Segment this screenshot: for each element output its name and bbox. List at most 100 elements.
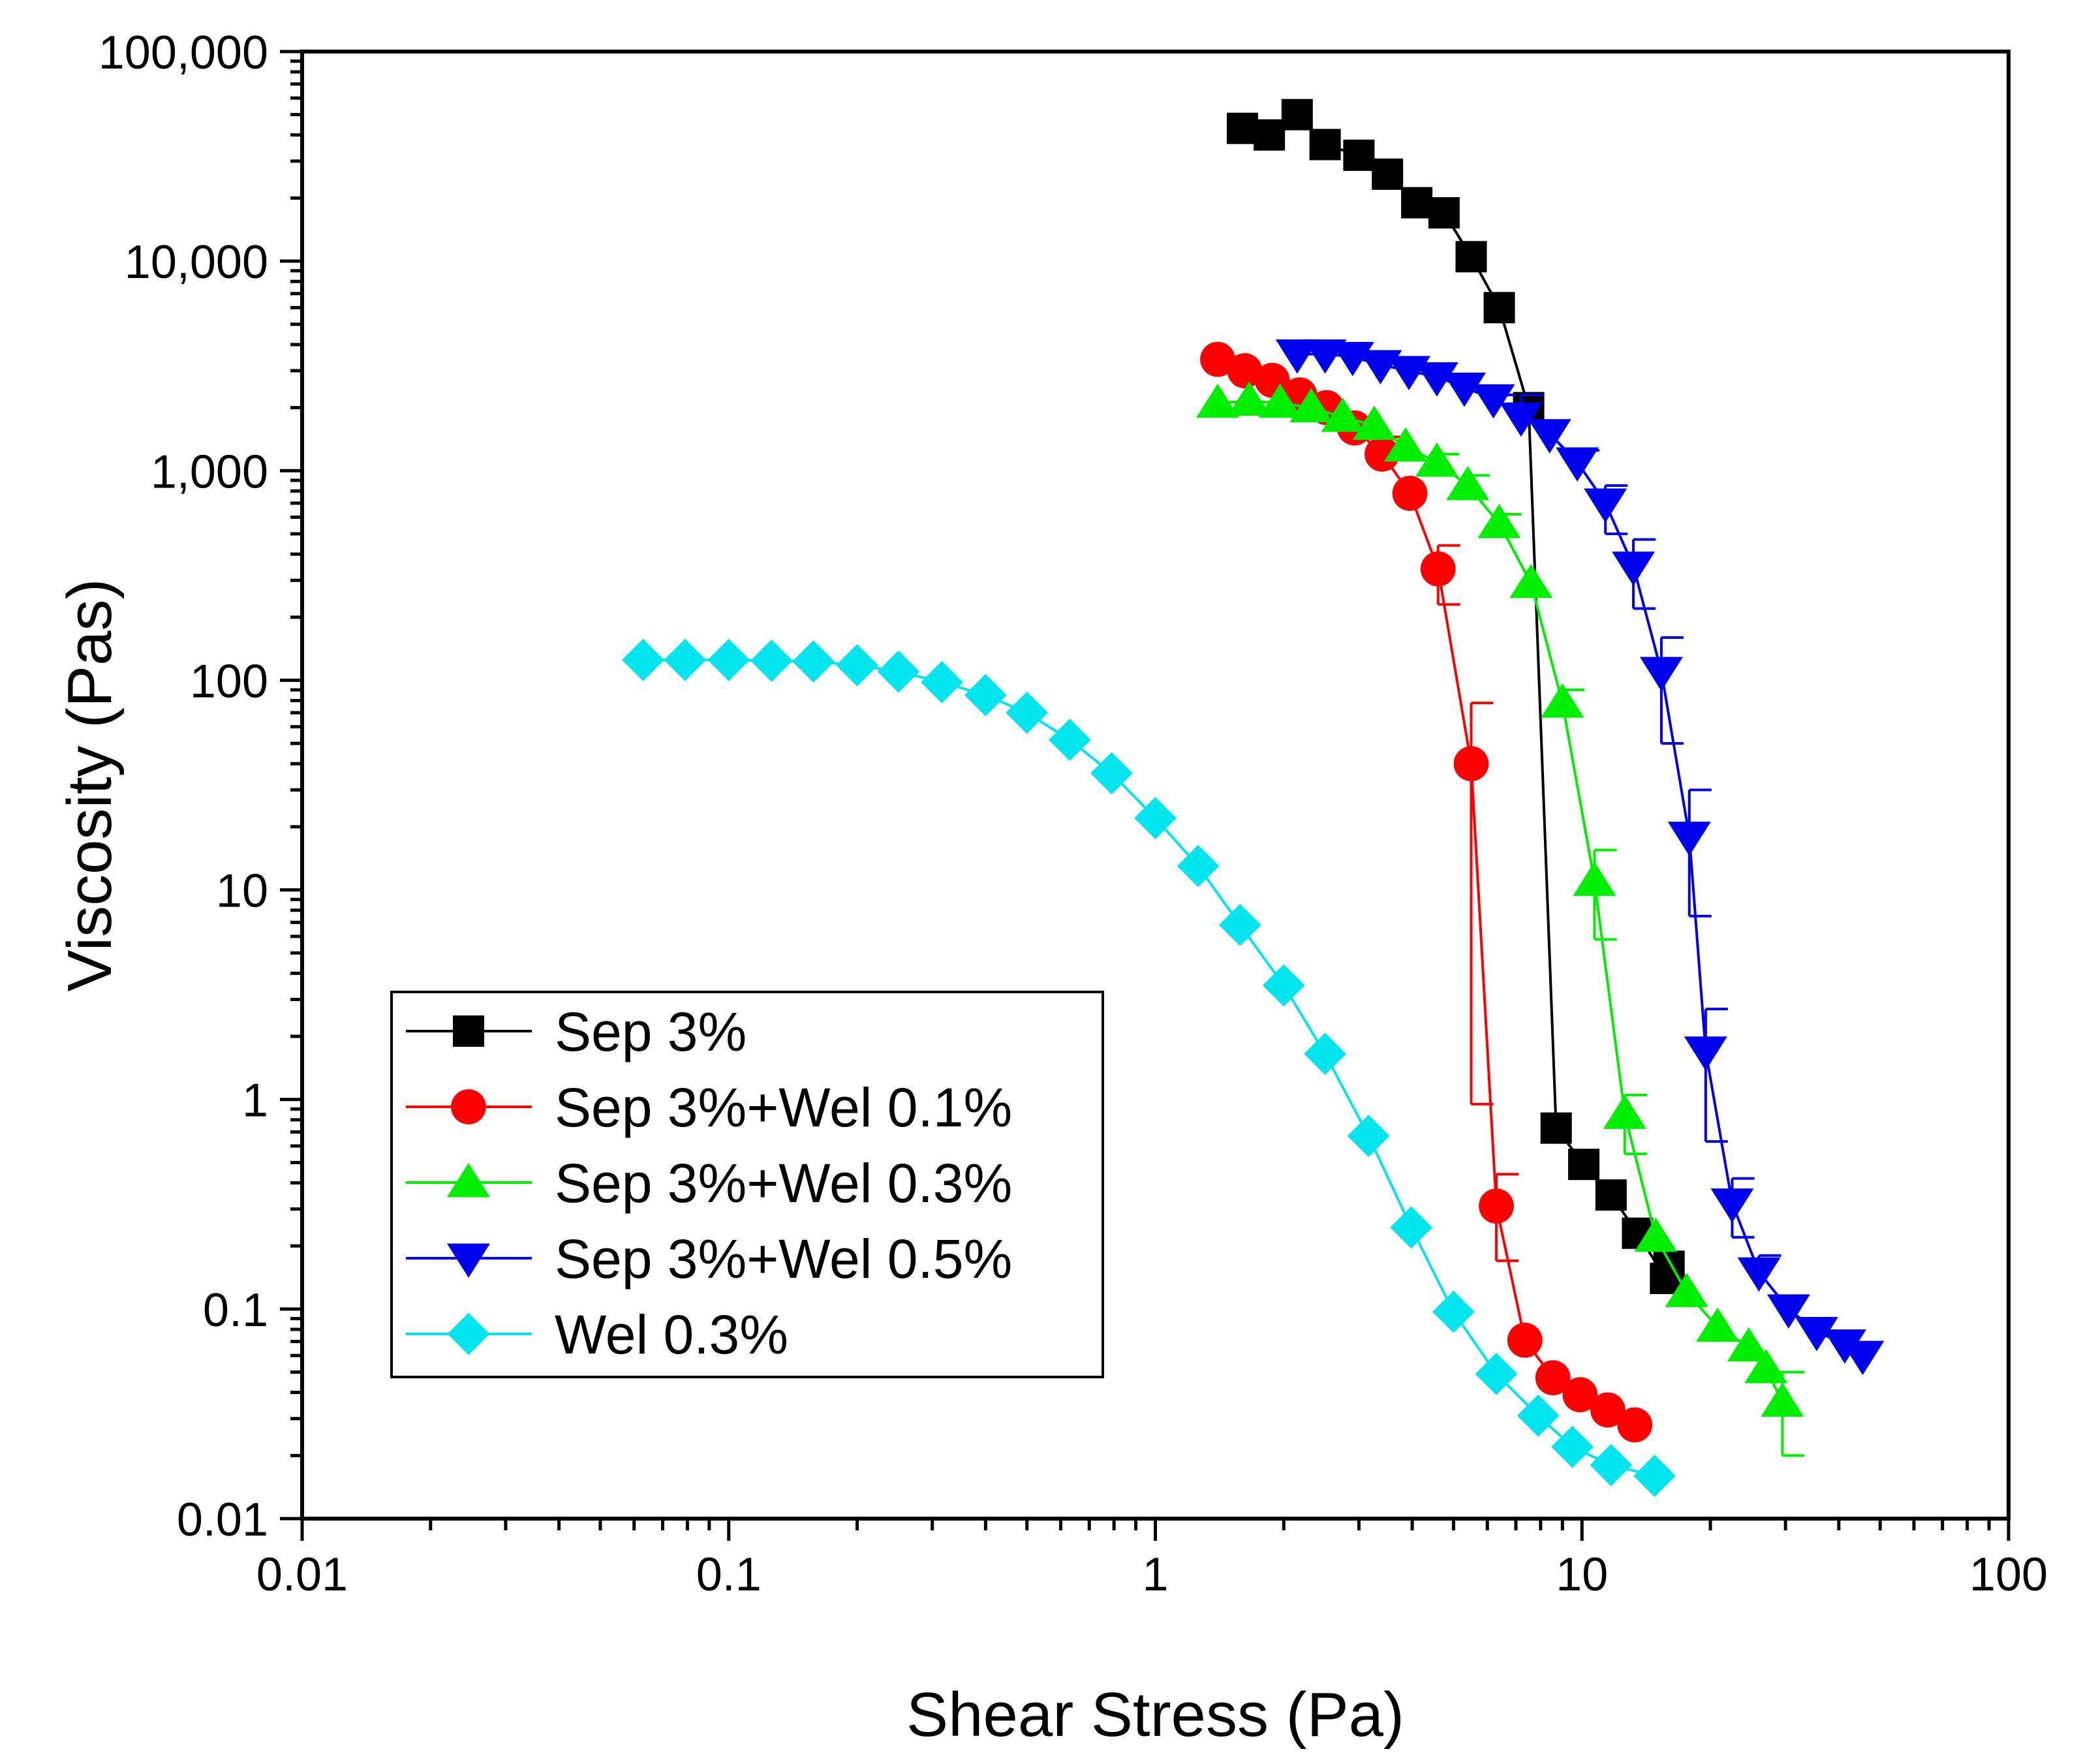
data-point [1200, 341, 1235, 377]
data-point [1475, 1352, 1518, 1395]
data-point [1612, 551, 1656, 586]
series-2 [1196, 381, 1805, 1457]
data-point [836, 643, 878, 687]
x-tick-label: 0.01 [256, 1549, 348, 1601]
data-point [1226, 112, 1258, 144]
data-point [1617, 1407, 1653, 1443]
data-point [1281, 99, 1313, 131]
data-point [792, 640, 835, 683]
data-point [1432, 1290, 1475, 1333]
y-tick-label: 0.01 [177, 1494, 268, 1546]
legend-label: Sep 3%+Wel 0.3% [555, 1153, 1012, 1214]
series-3 [1275, 339, 1885, 1376]
series-0 [1226, 99, 1685, 1294]
legend-marker [453, 1015, 484, 1047]
data-point [1392, 476, 1428, 511]
y-tick-label: 10,000 [125, 236, 268, 288]
axes-layer: 0.01 0.1 1 10 100 0.01 0.1 1 10 100 1,000 10,000 100… [99, 27, 2048, 1601]
data-point [707, 638, 750, 681]
data-point [1453, 746, 1489, 782]
y-tick-label: 0.1 [203, 1284, 268, 1337]
data-point [1633, 1455, 1676, 1497]
data-point [1667, 822, 1711, 856]
data-point [1472, 384, 1515, 419]
data-point [1304, 1032, 1347, 1075]
data-point [1262, 964, 1305, 1007]
y-axis-title: Viscosity (Pas) [55, 578, 125, 991]
y-tick-label: 100 [190, 655, 268, 707]
data-point [1727, 1327, 1770, 1362]
data-point [1275, 339, 1319, 374]
data-point [1528, 419, 1571, 454]
data-point [1483, 292, 1515, 324]
y-tick-label: 100,000 [99, 27, 268, 79]
data-point [1227, 381, 1271, 416]
series-4 [622, 638, 1676, 1497]
data-point [1347, 1115, 1390, 1157]
legend-marker [447, 1243, 490, 1278]
data-point [1744, 1349, 1788, 1384]
y-tick-label: 1 [242, 1075, 268, 1127]
data-point [1218, 903, 1261, 946]
data-point [1509, 563, 1553, 598]
data-point [1841, 1340, 1885, 1376]
data-point [1442, 372, 1486, 407]
data-point [1639, 657, 1683, 692]
data-point [1364, 436, 1400, 472]
data-point [1006, 691, 1049, 734]
data-point [1551, 1425, 1594, 1468]
legend: Sep 3% Sep 3%+Wel 0.1% Sep 3%+Wel 0.3% Sep … [390, 991, 1104, 1378]
data-point [1584, 488, 1627, 523]
data-point [1477, 504, 1521, 538]
data-point [1428, 197, 1460, 229]
data-point [1823, 1329, 1866, 1364]
data-point [1420, 551, 1456, 587]
data-point [1390, 1206, 1433, 1249]
x-axis-title: Shear Stress (Pa) [906, 1680, 1404, 1750]
data-point [1383, 427, 1427, 462]
data-point [1653, 1250, 1685, 1282]
series-layer [622, 99, 1885, 1497]
data-point [1353, 405, 1396, 440]
data-point [750, 640, 793, 682]
data-point [1634, 1217, 1678, 1252]
data-point [1401, 187, 1433, 219]
data-point [1254, 119, 1286, 151]
legend-label: Sep 3% [555, 1001, 747, 1062]
data-point [622, 638, 664, 681]
data-point [1415, 442, 1458, 477]
data-point [664, 638, 707, 681]
data-point [1507, 1322, 1543, 1358]
data-point [1684, 1036, 1727, 1071]
data-point [1343, 139, 1375, 171]
x-tick-label: 10 [1556, 1549, 1608, 1601]
data-point [1048, 719, 1091, 762]
data-point [1321, 397, 1364, 432]
data-point [1766, 1294, 1810, 1329]
data-point [1590, 1392, 1626, 1428]
data-point [1535, 1360, 1571, 1396]
data-point [921, 660, 963, 704]
series-line [1297, 352, 1864, 1357]
data-point [1710, 1188, 1754, 1223]
x-tick-label: 0.1 [696, 1549, 762, 1601]
data-point [1415, 362, 1458, 397]
data-point [1258, 383, 1302, 418]
legend-marker [451, 1089, 486, 1124]
x-tick-label: 1 [1142, 1549, 1168, 1601]
data-point [1761, 1382, 1804, 1417]
data-point [1177, 844, 1220, 888]
data-point [1603, 1094, 1646, 1129]
data-point [1289, 388, 1333, 423]
data-point [1372, 158, 1404, 190]
data-point [1455, 241, 1487, 273]
x-tick-label: 100 [1969, 1549, 2048, 1601]
legend-marker [447, 1163, 490, 1198]
data-point [1090, 752, 1133, 795]
data-point [1540, 1112, 1572, 1144]
y-tick-label: 1,000 [151, 446, 268, 498]
data-point [1562, 1377, 1598, 1413]
data-point [1309, 129, 1341, 161]
